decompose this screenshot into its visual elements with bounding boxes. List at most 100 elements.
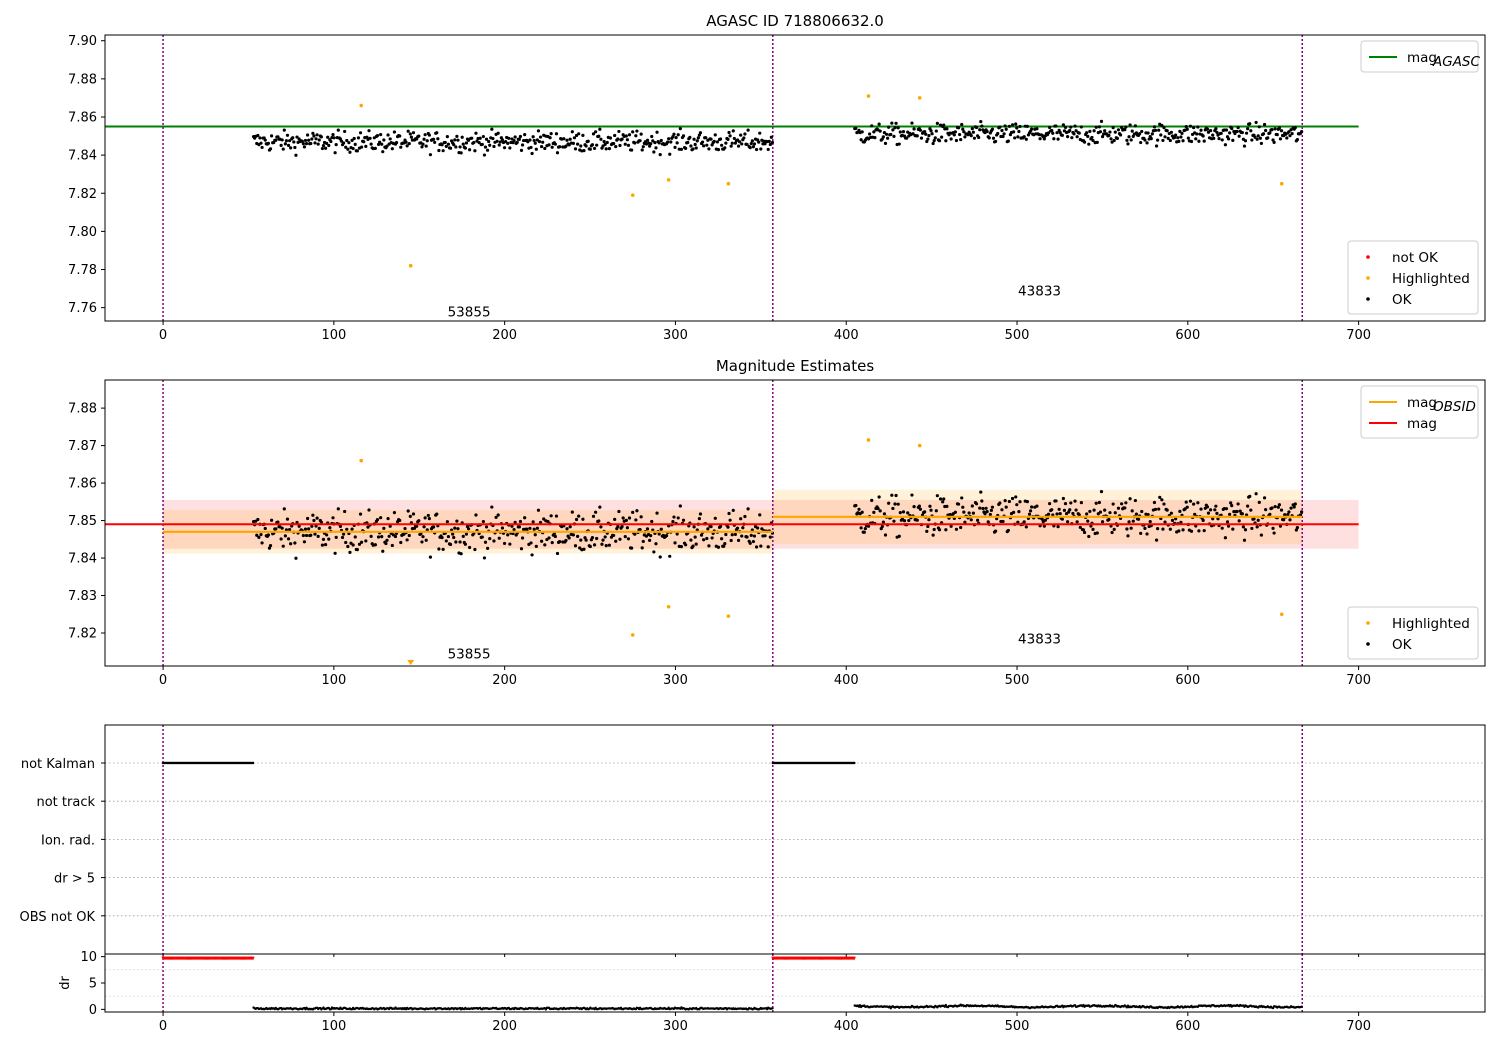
ok-point: [653, 140, 657, 145]
ok-point: [739, 517, 743, 521]
ok-point: [274, 527, 278, 531]
ok-point: [300, 139, 304, 143]
ok-point: [961, 127, 965, 131]
ok-point: [729, 144, 733, 148]
legend-box: [1347, 240, 1479, 315]
ok-point: [495, 139, 499, 143]
ok-point: [989, 508, 993, 512]
ok-point: [735, 138, 740, 142]
ok-point: [1082, 140, 1087, 144]
ok-point: [641, 145, 645, 149]
ok-point: [736, 144, 741, 148]
ok-point: [877, 495, 881, 499]
ok-point: [723, 542, 727, 546]
ok-point: [1113, 130, 1117, 134]
ok-point: [668, 554, 672, 558]
ok-point: [433, 140, 437, 144]
x-tick-label: 0: [159, 673, 167, 688]
ok-point: [935, 121, 939, 125]
dr-point: [1300, 1005, 1303, 1008]
ok-point: [655, 130, 659, 134]
ok-point: [1103, 508, 1107, 512]
ok-point: [304, 533, 309, 538]
ok-point: [1243, 528, 1248, 532]
ok-point: [880, 524, 884, 529]
ok-point: [592, 543, 597, 547]
ok-point: [356, 136, 361, 140]
ok-point: [268, 147, 273, 151]
ok-point: [1168, 527, 1172, 531]
ok-point: [684, 543, 688, 547]
ok-point: [1140, 509, 1144, 514]
ok-point: [751, 539, 755, 544]
ok-point: [1115, 136, 1119, 141]
ok-point: [1177, 529, 1181, 533]
ok-point: [1162, 502, 1166, 506]
ok-point: [760, 527, 764, 531]
ok-point: [763, 534, 767, 538]
legend-dot-swatch: [1366, 642, 1370, 646]
ok-point: [1205, 127, 1209, 131]
ok-point: [576, 142, 580, 146]
ok-point: [470, 136, 474, 140]
ok-point: [1048, 502, 1052, 506]
dr-point: [1271, 1006, 1275, 1010]
ok-point: [394, 140, 399, 145]
ok-point: [949, 137, 953, 141]
ok-point: [513, 135, 517, 139]
ok-point: [956, 126, 961, 130]
ok-point: [1087, 534, 1091, 539]
legend-label: mag: [1407, 395, 1437, 411]
ok-point: [455, 134, 459, 138]
y-tick-label: 7.85: [68, 514, 97, 529]
ok-point: [594, 510, 598, 514]
ok-point: [679, 147, 683, 151]
ok-point: [263, 526, 267, 531]
ok-point: [1003, 124, 1007, 128]
ok-point: [898, 511, 902, 515]
ok-point: [1055, 131, 1059, 135]
flag-row-label: not Kalman: [21, 757, 95, 772]
ok-point: [716, 545, 721, 549]
ok-point: [353, 535, 357, 539]
ok-point: [617, 509, 621, 514]
ok-point: [513, 520, 517, 524]
ok-point: [327, 537, 331, 541]
ok-point: [639, 132, 643, 136]
ok-point: [1124, 501, 1128, 505]
ok-point: [956, 502, 961, 506]
ok-point: [304, 142, 309, 146]
ok-point: [588, 544, 592, 549]
ok-point: [411, 131, 416, 135]
ok-point: [1078, 525, 1082, 529]
chart-title: AGASC ID 718806632.0: [706, 12, 884, 30]
ok-point: [873, 136, 877, 140]
ok-point: [698, 512, 703, 516]
ok-point: [510, 137, 514, 141]
ok-point: [584, 144, 588, 148]
ok-point: [731, 508, 735, 512]
ok-point: [417, 134, 421, 138]
ok-point: [1143, 138, 1147, 142]
ok-point: [578, 546, 582, 550]
ok-point: [486, 546, 490, 550]
ok-point: [693, 142, 697, 147]
ok-point: [1185, 505, 1189, 509]
ok-point: [334, 535, 338, 539]
ok-point: [595, 143, 599, 147]
ok-point: [1107, 517, 1111, 522]
legend-label: not OK: [1392, 250, 1439, 266]
ok-point: [1022, 135, 1026, 139]
ok-point: [351, 543, 355, 547]
ok-point: [540, 144, 544, 149]
ok-point: [567, 143, 571, 147]
ok-point: [1012, 130, 1016, 134]
highlighted-point: [630, 193, 635, 197]
ok-point: [547, 536, 551, 540]
ok-point: [437, 148, 441, 153]
ok-point: [891, 128, 895, 132]
ok-point: [1262, 496, 1267, 500]
ok-point: [507, 136, 511, 140]
ok-point: [1215, 511, 1219, 515]
ok-point: [338, 524, 343, 528]
